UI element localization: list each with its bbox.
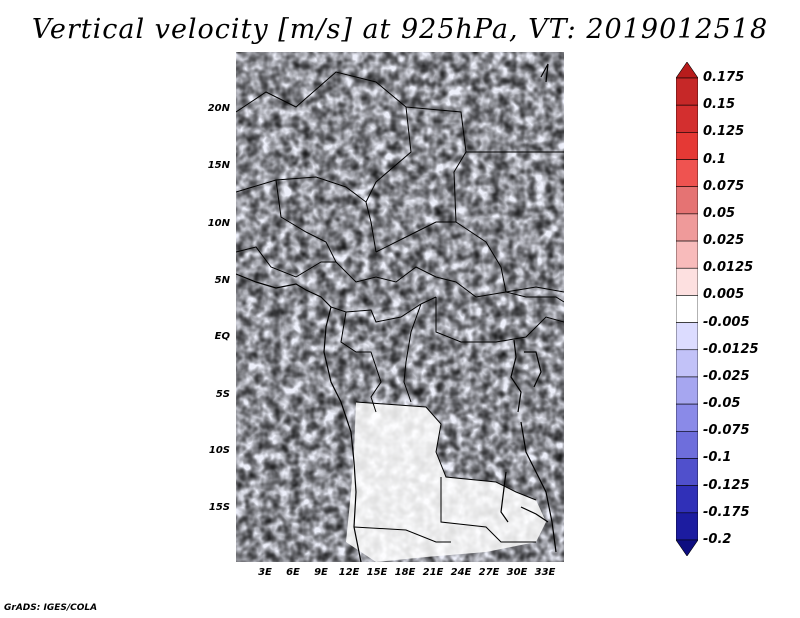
colorbar-tick-label: 0.1	[703, 151, 727, 167]
colorbar-bin	[676, 159, 698, 188]
colorbar-tick-label: 0.125	[703, 124, 745, 140]
lat-tick-label: 15N	[207, 160, 230, 171]
lon-tick-label: 30E	[506, 567, 528, 578]
lat-tick-label: EQ	[214, 331, 230, 342]
colorbar-bin	[676, 458, 698, 486]
colorbar-tick-label: 0.005	[703, 287, 745, 303]
colorbar-bin	[676, 62, 698, 79]
grads-credit: GrADS: IGES/COLA	[4, 603, 98, 613]
colorbar-bin	[676, 349, 698, 378]
lon-tick-label: 6E	[286, 567, 300, 578]
colorbar-tick-label: -0.175	[703, 504, 750, 520]
country-borders	[236, 71, 564, 543]
colorbar-tick-label: 0.05	[703, 205, 736, 221]
lon-tick-label: 3E	[258, 567, 272, 578]
lon-tick-label: 24E	[450, 567, 472, 578]
colorbar-bin	[676, 403, 698, 432]
colorbar-bin	[676, 295, 698, 323]
colorbar-bin	[676, 322, 698, 351]
colorbar-bin	[676, 186, 698, 215]
colorbar-bin	[676, 430, 698, 459]
colorbar-tick-label: 0.025	[703, 233, 745, 249]
coastlines-and-lakes	[236, 63, 557, 562]
colorbar-tick-label: -0.05	[703, 396, 741, 412]
colorbar-tick-label: -0.125	[703, 477, 750, 493]
colorbar-bin	[676, 376, 698, 405]
colorbar-bin	[676, 240, 698, 269]
colorbar-tick-label: -0.005	[703, 314, 750, 330]
colorbar-bin	[676, 539, 698, 556]
colorbar-tick-label: 0.075	[703, 178, 745, 194]
colorbar-bin	[676, 104, 698, 133]
colorbar-tick-label: -0.2	[703, 532, 732, 547]
lon-tick-label: 15E	[366, 567, 388, 578]
lat-tick-label: 20N	[207, 103, 230, 114]
lat-tick-label: 10N	[207, 218, 230, 229]
colorbar-tick-label: -0.025	[703, 368, 750, 384]
lon-tick-label: 9E	[314, 567, 328, 578]
colorbar-bin	[676, 132, 698, 160]
colorbar-tick-label: 0.15	[703, 97, 736, 113]
map-title: Vertical velocity [m/s] at 925hPa, VT: 2…	[31, 14, 769, 45]
colorbar-tick-label: 0.0125	[703, 260, 754, 276]
lon-tick-label: 18E	[394, 567, 416, 578]
lon-tick-label: 27E	[478, 567, 500, 578]
lon-tick-label: 33E	[534, 567, 556, 578]
calm-region-southern-africa	[346, 402, 546, 562]
field-background	[236, 52, 564, 562]
colorbar-tick-label: -0.075	[703, 423, 750, 439]
lat-tick-label: 15S	[208, 502, 230, 513]
colorbar-bin	[676, 213, 698, 242]
colorbar-tick-label: -0.0125	[703, 341, 759, 357]
colorbar-bin	[676, 512, 698, 541]
colorbar-bin	[676, 267, 698, 296]
colorbar	[676, 62, 698, 556]
colorbar-bin	[676, 77, 698, 106]
colorbar-bin	[676, 485, 698, 514]
vertical-velocity-map	[236, 52, 564, 562]
lon-tick-label: 12E	[338, 567, 360, 578]
lat-tick-label: 5S	[215, 389, 230, 400]
colorbar-tick-label: 0.175	[703, 70, 745, 85]
lat-tick-label: 10S	[208, 445, 230, 456]
lat-tick-label: 5N	[214, 275, 230, 286]
lon-tick-label: 21E	[422, 567, 444, 578]
colorbar-tick-label: -0.1	[703, 450, 732, 466]
